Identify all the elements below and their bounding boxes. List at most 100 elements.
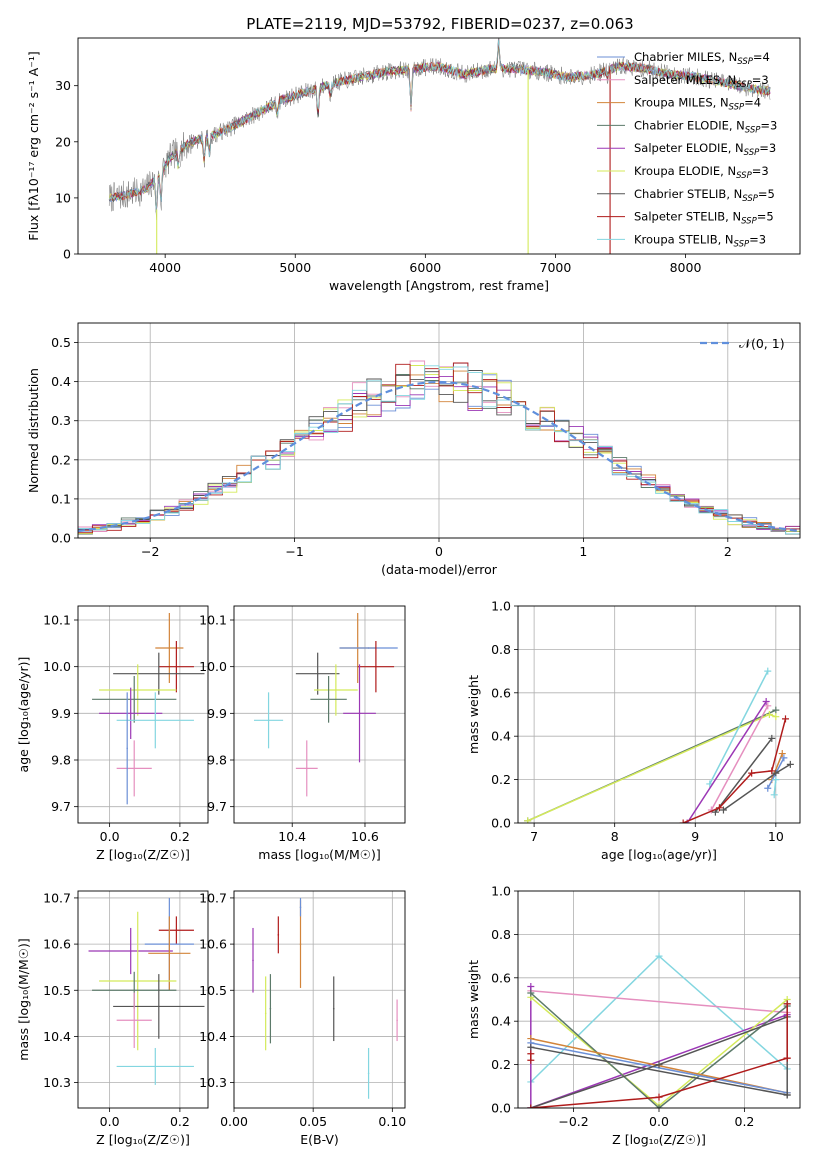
weight-marker [715,804,723,812]
weight-marker [527,1050,535,1058]
weight-marker [524,817,532,823]
data-point [129,950,132,952]
data-point [133,989,136,992]
weight-marker [655,1104,663,1108]
y-tick-label: 1.0 [491,884,511,899]
x-tick-label: 1 [579,544,587,559]
weight_vs_Z-panel: −0.2 0.0 0.2 0.0 0.2 0.4 0.6 0.8 1.0 Z [log₁₀(Z/Z… [466,884,801,1147]
data-point [332,1007,335,1010]
spectrum-plot [108,38,771,254]
legend-suffix: =5 [757,210,774,224]
weight-marker [772,769,780,777]
y-tick-label: 9.9 [51,706,71,721]
x-tick-label: 0.0 [100,829,120,844]
age_vs_Z-panel: 0.0 0.2 9.7 9.8 9.9 10.0 10.1 Z [log₁₀(Z/Z☉)] ag… [16,605,209,862]
weight-series-line [530,1046,788,1096]
legend-subscript: SSP [737,57,753,67]
legend-label: Chabrier ELODIE, NSSP=3 [634,118,777,135]
y-tick-label: 9.7 [51,799,71,814]
weight_vs_age-plot [524,667,794,823]
x-axis-label: wavelength [Angstrom, rest frame] [329,278,549,293]
legend-suffix: =3 [759,141,776,155]
legend-suffix: =4 [744,96,761,110]
y-tick-label: 0.0 [51,531,71,546]
x-tick-label: 0.00 [220,1114,248,1129]
legend-label: Kroupa MILES, NSSP=4 [634,96,761,113]
legend-label: Chabrier STELIB, NSSP=5 [634,187,775,204]
y-tick-label: 10.5 [199,983,227,998]
y-axis-label: mass [log₁₀(M/M☉)] [16,938,31,1060]
x-tick-label: 8000 [670,260,702,275]
normal-distribution-curve [78,380,800,533]
y-tick-label: 0.6 [491,970,511,985]
y-tick-label: 0.4 [491,1014,511,1029]
y-tick-label: 0.2 [491,1057,511,1072]
legend-suffix: =4 [753,50,770,64]
y-tick-label: 10 [55,190,71,205]
x-tick-label: 7000 [540,260,572,275]
weight-marker [778,750,786,758]
y-tick-label: 9.8 [207,753,227,768]
y-tick-label: 0.5 [51,335,71,350]
weight_vs_Z-frame [517,890,801,1109]
y-tick-label: 10.5 [43,983,71,998]
weight_vs_age-panel: 7 8 9 10 0.0 0.2 0.4 0.6 0.8 1.0 age [log₁₀(age/yr… [466,599,801,862]
data-point [277,934,280,936]
data-point [136,689,139,691]
x-axis-label: age [log₁₀(age/yr)] [601,847,717,862]
legend-label: Chabrier MILES, NSSP=4 [634,50,770,67]
data-point [168,647,171,649]
data-point [175,665,178,668]
legend-label: Salpeter ELODIE, NSSP=3 [634,141,776,158]
weight-marker [748,769,756,777]
y-tick-label: 10.0 [43,659,71,674]
y-tick-label: 10.6 [43,937,71,952]
weight-marker [764,784,772,792]
weight-marker [764,667,772,675]
x-tick-label: 5000 [279,260,311,275]
data-point [252,959,254,962]
weight-marker [719,806,727,814]
weight-marker [780,754,788,762]
weight-marker [772,776,780,784]
weight-series-line [530,990,788,1014]
y-tick-label: 0.1 [51,491,71,506]
x-axis-label: E(B-V) [300,1132,339,1147]
legend-label: Salpeter STELIB, NSSP=5 [634,210,774,227]
y-tick-label: 10.0 [199,659,227,674]
age_vs_mass-plot [254,613,398,797]
x-axis-label: Z [log₁₀(Z/Z☉)] [612,1132,706,1147]
y-axis-label: mass weight [466,675,481,754]
data-point [264,1012,267,1015]
x-tick-label: 10.4 [278,829,306,844]
data-point [133,698,136,701]
mass_vs_ebv-frame [233,890,406,1109]
x-tick-label: 8 [611,829,619,844]
x-axis-label: mass [log₁₀(M/M☉)] [258,847,380,862]
legend-suffix: =3 [752,164,769,178]
y-tick-label: 0.2 [491,772,511,787]
x-tick-label: −0.2 [558,1114,588,1129]
data-point [335,689,337,691]
data-point [133,767,136,770]
y-tick-label: 0.2 [51,452,71,467]
legend-subscript: SSP [729,103,745,113]
legend-label: Kroupa STELIB, NSSP=3 [634,232,766,249]
age_vs_mass-panel: 10.4 10.6 9.7 9.8 9.9 10.0 10.1 mass [log₁₀(M/M… [199,605,406,862]
y-tick-label: 10.7 [199,890,227,905]
y-tick-label: 10.6 [199,937,227,952]
mass_vs_Z-panel: 0.0 0.2 10.3 10.4 10.5 10.6 10.7 Z [log₁₀(Z/Z☉)… [16,890,209,1147]
y-tick-label: 10.7 [43,890,71,905]
legend-suffix: =3 [760,118,777,132]
residuals-frame [77,322,801,539]
y-axis-label: Flux [fλ10⁻¹⁷ erg cm⁻² s⁻¹ A⁻¹] [26,51,41,240]
data-point [158,1005,160,1008]
weight-series-line [709,670,769,785]
x-tick-label: 0.0 [649,1114,669,1129]
y-tick-label: 0 [63,247,71,262]
residuals-panel: −2 −1 0 1 2 0.0 0.1 0.2 0.3 0.4 0.5 (data-model)/er… [26,322,801,577]
x-axis-label: Z [log₁₀(Z/Z☉)] [96,847,190,862]
x-tick-label: 0.0 [100,1114,120,1129]
